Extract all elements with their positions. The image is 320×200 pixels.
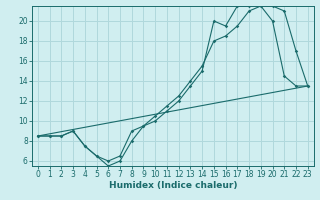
- X-axis label: Humidex (Indice chaleur): Humidex (Indice chaleur): [108, 181, 237, 190]
